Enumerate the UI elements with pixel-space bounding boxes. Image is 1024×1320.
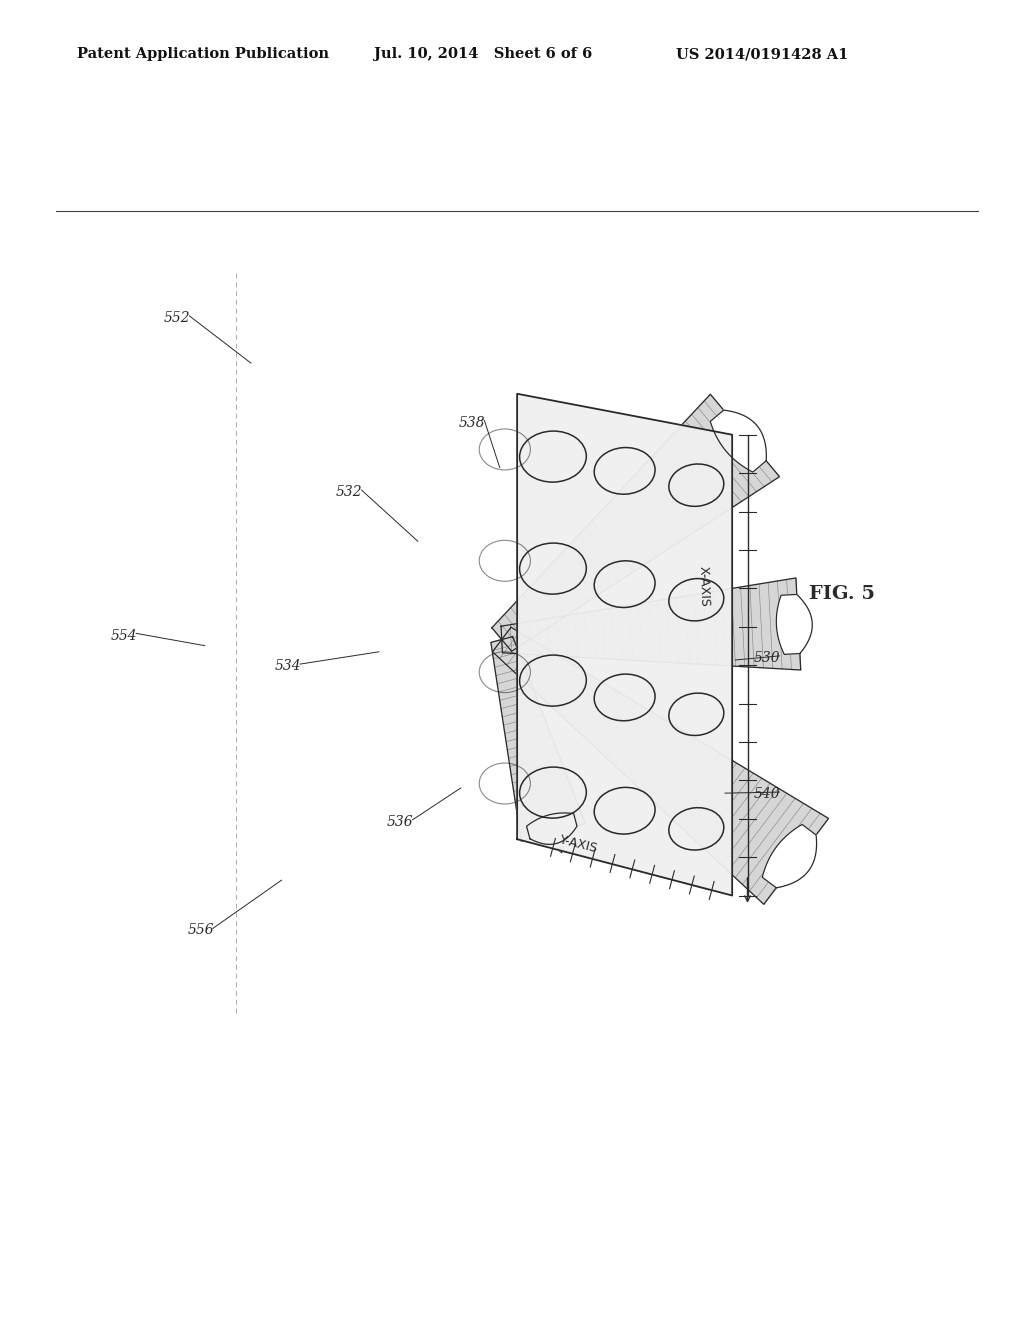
- Polygon shape: [493, 627, 828, 904]
- Text: FIG. 5: FIG. 5: [809, 585, 874, 602]
- Text: X-AXIS: X-AXIS: [696, 565, 711, 607]
- Polygon shape: [776, 594, 812, 655]
- Text: 536: 536: [387, 814, 414, 829]
- Polygon shape: [517, 393, 732, 895]
- Text: US 2014/0191428 A1: US 2014/0191428 A1: [676, 48, 848, 61]
- Text: 534: 534: [274, 659, 301, 673]
- Text: Y-AXIS: Y-AXIS: [558, 833, 599, 855]
- Polygon shape: [501, 578, 801, 671]
- Polygon shape: [492, 395, 779, 651]
- Text: Patent Application Publication: Patent Application Publication: [77, 48, 329, 61]
- Text: 532: 532: [336, 486, 362, 499]
- Text: 540: 540: [754, 787, 780, 801]
- Text: 554: 554: [111, 628, 137, 643]
- Polygon shape: [490, 636, 586, 841]
- Polygon shape: [711, 411, 766, 473]
- Text: 538: 538: [459, 416, 485, 429]
- Text: Jul. 10, 2014   Sheet 6 of 6: Jul. 10, 2014 Sheet 6 of 6: [374, 48, 592, 61]
- Text: 530: 530: [754, 651, 780, 665]
- Polygon shape: [526, 813, 577, 845]
- Polygon shape: [762, 825, 816, 888]
- Text: 552: 552: [164, 312, 190, 325]
- Text: 556: 556: [187, 924, 214, 937]
